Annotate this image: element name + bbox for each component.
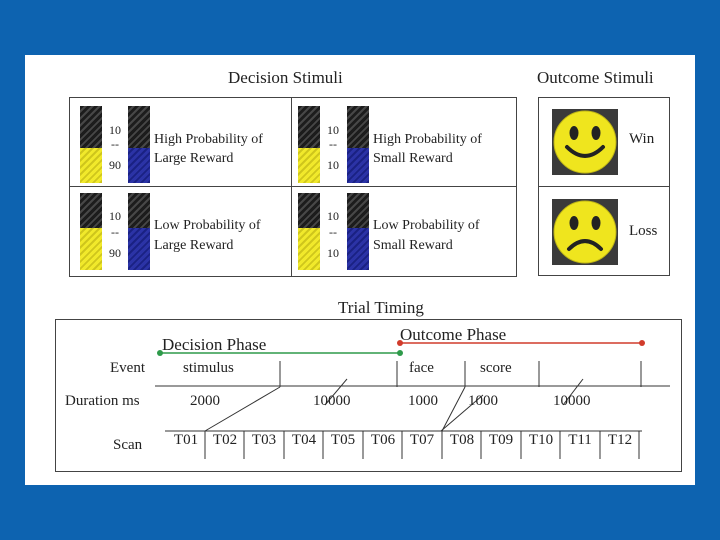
scan-cell: T06 [370, 432, 396, 448]
bottom-value: 90 [109, 246, 121, 260]
scan-label: Scan [113, 437, 143, 453]
scan-cell: T12 [607, 432, 633, 448]
outcome-divider [538, 186, 670, 187]
event-score: score [480, 360, 512, 376]
yellow-fill [298, 148, 320, 183]
win-label: Win [629, 131, 655, 147]
loss-label: Loss [629, 223, 658, 239]
duration-value: 10000 [313, 393, 351, 409]
blue-fill [128, 227, 150, 270]
top-value: 10 [327, 209, 339, 223]
bottom-value: 90 [109, 158, 121, 172]
decision-stimuli-title: Decision Stimuli [228, 68, 343, 87]
event-label: Event [110, 360, 145, 376]
slide: Decision Stimuli Outcome Stimuli 10 -- 9… [25, 55, 695, 485]
stimulus-label-line1: High Probability of [154, 132, 263, 147]
grid-divider [69, 186, 517, 187]
duration-label: Duration ms [65, 393, 140, 409]
stimulus-label-line2: Small Reward [373, 238, 453, 253]
duration-value: 2000 [190, 393, 220, 409]
top-value: 10 [327, 123, 339, 137]
timing-diagram-lines [155, 340, 670, 459]
separator: -- [329, 225, 337, 239]
trial-timing-title: Trial Timing [338, 298, 424, 317]
grid-divider [291, 97, 292, 277]
blue-fill [347, 227, 369, 270]
blue-reward-bar [347, 106, 369, 183]
trial-timing-box [55, 319, 682, 472]
event-face: face [409, 360, 434, 376]
stimulus-label-line1: Low Probability of [154, 218, 261, 233]
happy-face-icon [552, 109, 618, 175]
scan-cell: T08 [449, 432, 475, 448]
yellow-probability-bar [80, 193, 102, 270]
duration-value: 1000 [408, 393, 438, 409]
duration-value: 10000 [553, 393, 591, 409]
scan-cell: T01 [173, 432, 199, 448]
separator: -- [329, 137, 337, 151]
yellow-probability-bar [298, 193, 320, 270]
scan-cell: T02 [212, 432, 238, 448]
sad-face-icon [552, 199, 618, 265]
top-value: 10 [109, 209, 121, 223]
scan-cell: T10 [528, 432, 554, 448]
top-value: 10 [109, 123, 121, 137]
bottom-value: 10 [327, 246, 339, 260]
stimulus-label-line2: Large Reward [154, 151, 234, 166]
scan-cell: T09 [488, 432, 514, 448]
yellow-probability-bar [80, 106, 102, 183]
event-stimulus: stimulus [183, 360, 234, 376]
yellow-probability-bar [298, 106, 320, 183]
stimulus-label-line2: Small Reward [373, 151, 453, 166]
yellow-fill [298, 227, 320, 270]
blue-fill [347, 148, 369, 183]
blue-reward-bar [128, 106, 150, 183]
separator: -- [111, 137, 119, 151]
decision-stimuli-grid [69, 97, 517, 277]
yellow-fill [80, 227, 102, 270]
duration-value: 1000 [468, 393, 498, 409]
scan-cell: T04 [291, 432, 317, 448]
decision-phase-label: Decision Phase [162, 335, 267, 354]
scan-cell: T07 [409, 432, 435, 448]
blue-fill [128, 148, 150, 183]
yellow-fill [80, 148, 102, 183]
scan-cell: T05 [330, 432, 356, 448]
outcome-phase-label: Outcome Phase [400, 325, 507, 344]
stimulus-label-line1: Low Probability of [373, 218, 480, 233]
blue-reward-bar [128, 193, 150, 270]
separator: -- [111, 225, 119, 239]
scan-cell: T11 [568, 432, 592, 448]
blue-reward-bar [347, 193, 369, 270]
stimulus-label-line1: High Probability of [373, 132, 482, 147]
scan-cell: T03 [251, 432, 277, 448]
bottom-value: 10 [327, 158, 339, 172]
stimulus-label-line2: Large Reward [154, 238, 234, 253]
outcome-stimuli-title: Outcome Stimuli [537, 68, 654, 87]
